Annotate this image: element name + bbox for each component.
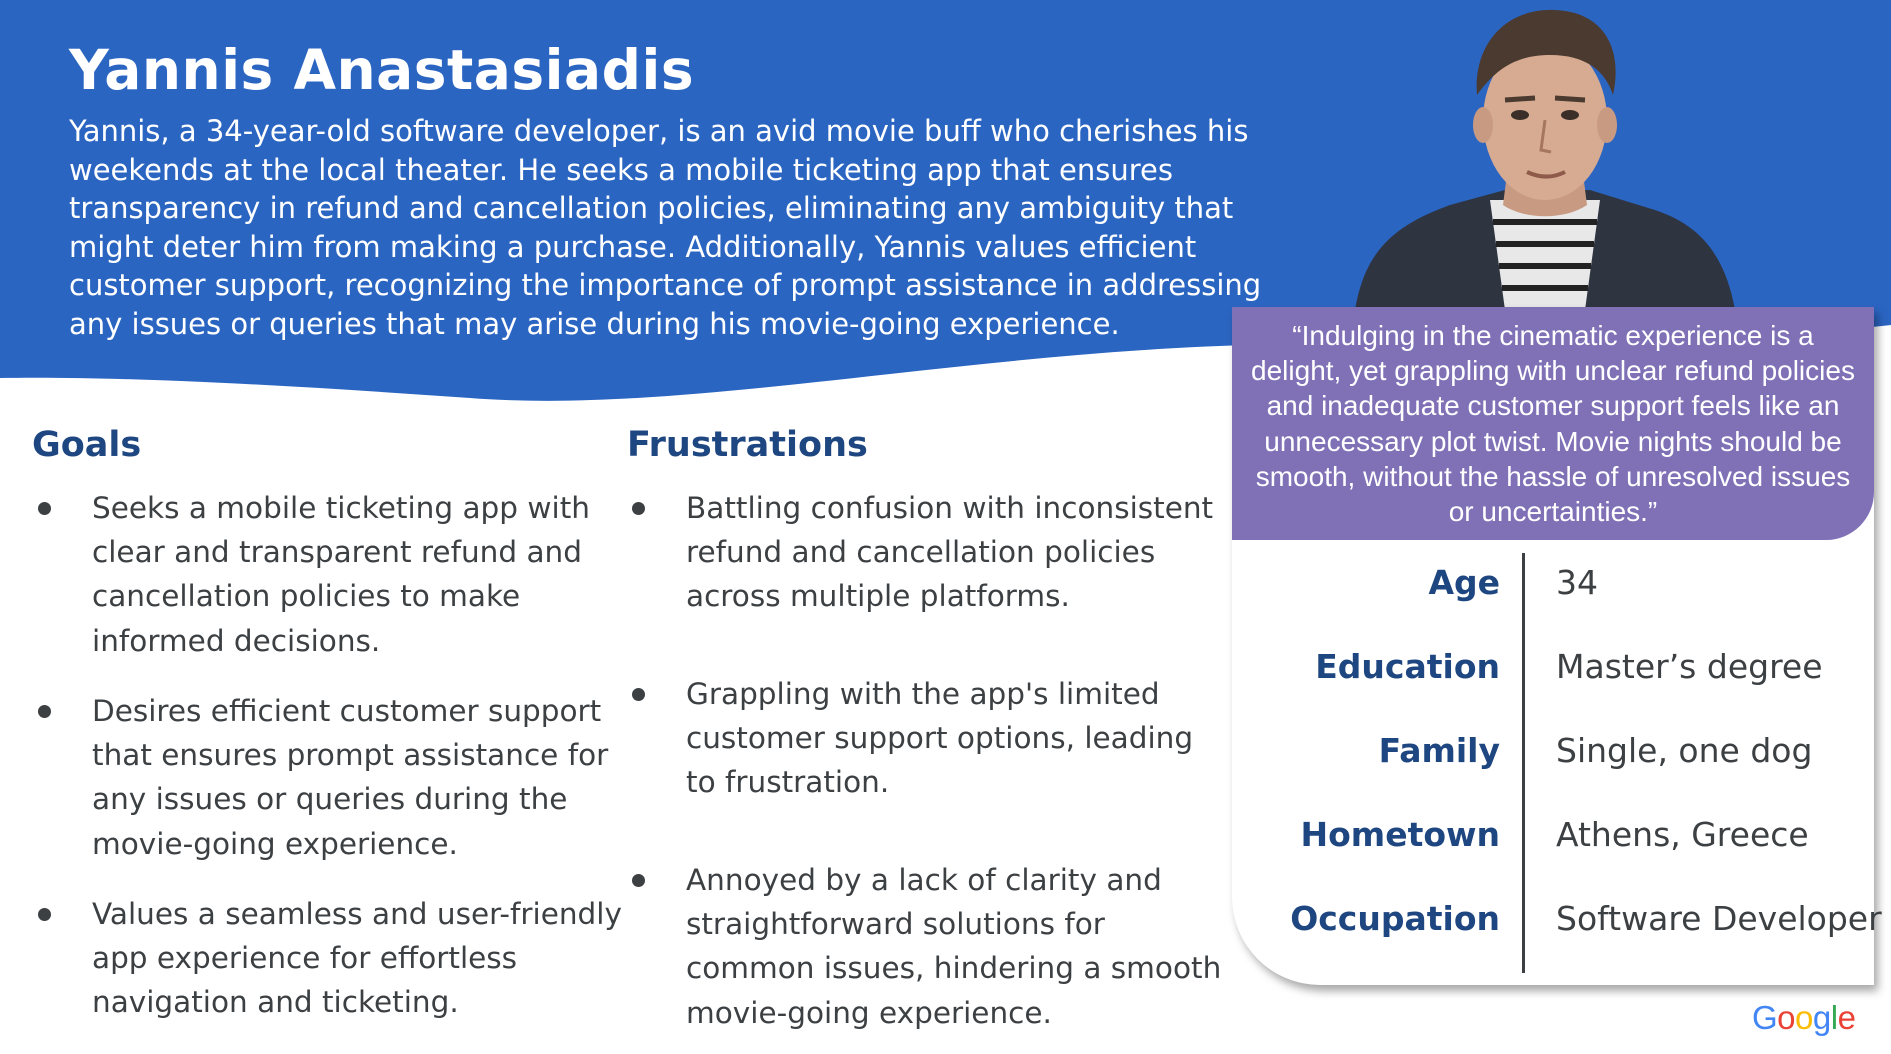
logo-letter: o (1777, 999, 1796, 1036)
google-logo: Google (1752, 999, 1856, 1037)
list-item: Annoyed by a lack of clarity and straigh… (632, 858, 1226, 1035)
list-item: Desires efficient customer support that … (38, 689, 652, 866)
persona-bio: Yannis, a 34-year-old software developer… (69, 114, 1262, 341)
bullet-icon (632, 874, 645, 887)
fact-label-family: Family (1378, 731, 1500, 770)
persona-quote: “Indulging in the cinematic experience i… (1232, 307, 1874, 540)
persona-card: “Indulging in the cinematic experience i… (1232, 307, 1882, 985)
bullet-icon (632, 688, 645, 701)
logo-letter: l (1830, 999, 1838, 1036)
bullet-icon (38, 502, 51, 515)
fact-label-occupation: Occupation (1290, 899, 1500, 938)
goal-text: Seeks a mobile ticketing app with clear … (92, 491, 590, 658)
fact-label-education: Education (1315, 647, 1500, 686)
logo-letter: e (1837, 999, 1856, 1036)
logo-letter: G (1752, 999, 1778, 1036)
goal-text: Values a seamless and user-friendly app … (92, 897, 622, 1020)
profile-photo (1355, 0, 1735, 310)
list-item: Seeks a mobile ticketing app with clear … (38, 486, 652, 663)
goal-text: Desires efficient customer support that … (92, 694, 609, 861)
frustration-text: Battling confusion with inconsistent ref… (686, 491, 1214, 614)
bullet-icon (38, 908, 51, 921)
fact-value-age: 34 (1556, 563, 1598, 602)
facts-table: Age 34 Education Master’s degree Family … (1232, 547, 1882, 977)
list-item: Battling confusion with inconsistent ref… (632, 486, 1226, 619)
logo-letter: o (1795, 999, 1813, 1036)
fact-value-hometown: Athens, Greece (1556, 815, 1809, 854)
bullet-icon (632, 502, 645, 515)
fact-label-hometown: Hometown (1300, 815, 1500, 854)
fact-value-occupation: Software Developer (1556, 899, 1882, 938)
list-item: Values a seamless and user-friendly app … (38, 892, 652, 1025)
frustration-text: Annoyed by a lack of clarity and straigh… (686, 863, 1222, 1030)
persona-name: Yannis Anastasiadis (69, 38, 695, 102)
goals-heading: Goals (32, 425, 142, 465)
frustrations-heading: Frustrations (627, 425, 868, 465)
frustration-text: Grappling with the app's limited custome… (686, 677, 1194, 800)
list-item: Grappling with the app's limited custome… (632, 672, 1226, 805)
fact-label-age: Age (1428, 563, 1500, 602)
fact-value-family: Single, one dog (1556, 731, 1813, 770)
bullet-icon (38, 705, 51, 718)
fact-value-education: Master’s degree (1556, 647, 1823, 686)
facts-divider (1522, 553, 1525, 973)
logo-letter: g (1812, 999, 1831, 1036)
